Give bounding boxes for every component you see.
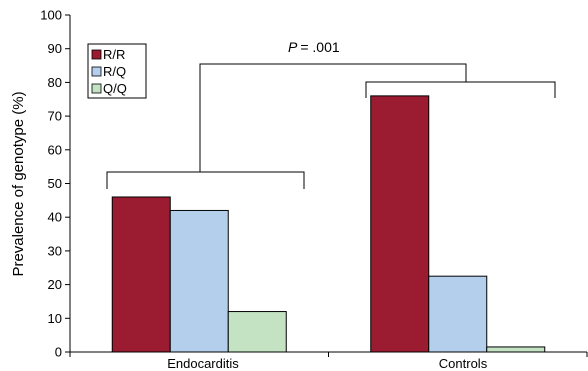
- category-label-controls: Controls: [439, 356, 488, 371]
- legend-label-r-r: R/R: [103, 47, 125, 62]
- y-tick-label: 40: [48, 210, 62, 225]
- y-axis-label: Prevalence of genotype (%): [10, 91, 27, 276]
- y-ticks: 0 10 20 30 40 50 60 70 80 90 100: [40, 8, 70, 360]
- p-symbol: P: [288, 39, 298, 55]
- y-tick-label: 100: [40, 8, 62, 23]
- p-value-text: = .001: [300, 39, 340, 55]
- bracket-controls: [365, 81, 556, 98]
- bar-controls-q-q: [486, 346, 546, 353]
- y-tick-label: 20: [48, 277, 62, 292]
- bar-controls-r-r: [370, 95, 430, 353]
- bar-endocarditis-r-r: [111, 196, 171, 353]
- legend: R/R R/Q Q/Q: [87, 43, 147, 99]
- legend-label-r-q: R/Q: [103, 64, 126, 79]
- bracket-endocarditis: [106, 171, 305, 189]
- legend-swatch-r-q: [91, 66, 102, 77]
- y-tick-label: 10: [48, 311, 62, 326]
- legend-swatch-q-q: [91, 83, 102, 94]
- significance-brackets: [106, 63, 556, 189]
- category-label-endocarditis: Endocarditis: [167, 356, 239, 371]
- bars: [111, 95, 546, 353]
- y-tick-label: 90: [48, 41, 62, 56]
- y-tick-label: 70: [48, 109, 62, 124]
- bar-controls-r-q: [428, 275, 488, 353]
- y-tick-label: 0: [55, 345, 62, 360]
- y-tick-label: 80: [48, 75, 62, 90]
- y-tick-label: 50: [48, 176, 62, 191]
- y-tick-label: 30: [48, 243, 62, 258]
- bar-endocarditis-r-q: [169, 209, 229, 353]
- x-ticks: [69, 352, 588, 357]
- bar-endocarditis-q-q: [227, 311, 287, 353]
- legend-swatch-r-r: [91, 49, 102, 60]
- legend-label-q-q: Q/Q: [103, 81, 127, 96]
- bracket-comparison: [199, 63, 467, 172]
- p-value-annotation: P = .001: [288, 39, 340, 55]
- y-tick-label: 60: [48, 142, 62, 157]
